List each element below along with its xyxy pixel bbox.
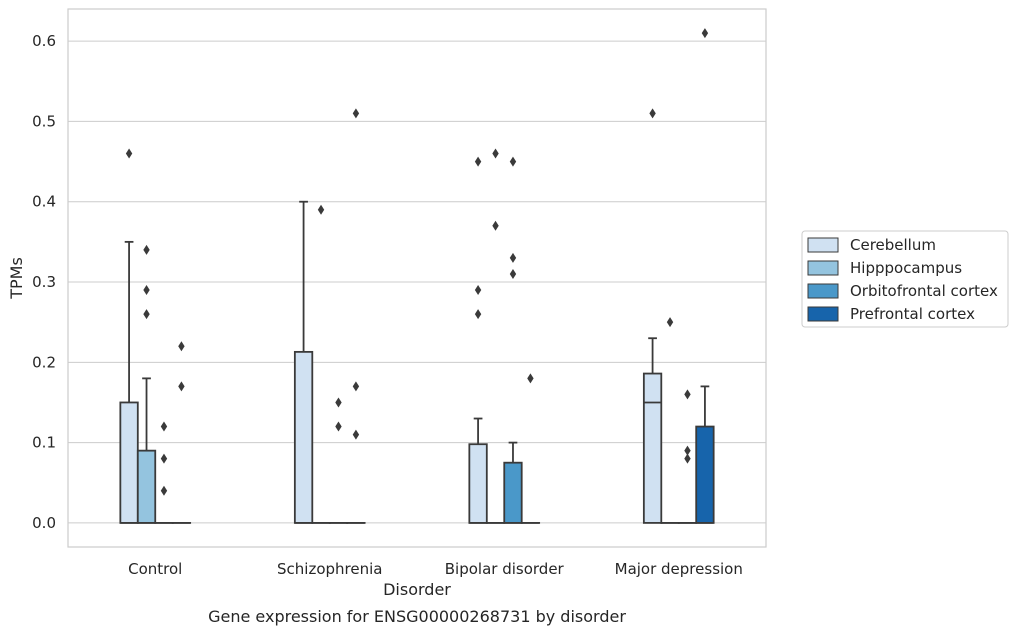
outlier-point [352, 429, 360, 440]
grid-lines [68, 40, 766, 524]
outlier-point [352, 108, 360, 119]
box [468, 443, 488, 524]
legend-swatch [807, 237, 839, 253]
plot-area [119, 28, 715, 524]
box-hipppocampus [660, 317, 680, 524]
x-axis-ticks: Control Schizophrenia Bipolar disorder Majo… [128, 560, 743, 578]
y-axis-ticks: 0.0 0.1 0.2 0.3 0.4 0.5 0.6 [32, 32, 56, 532]
box [293, 350, 314, 524]
legend-frame [801, 230, 1009, 328]
y-axis-label: TPMs [7, 257, 26, 300]
box [642, 372, 663, 524]
outlier-point [178, 381, 185, 392]
legend-label: Hipppocampus [850, 259, 962, 277]
box-prefrontal-cortex [171, 341, 192, 524]
box-orbitofrontal-cortex [677, 389, 698, 524]
box-cerebellum [119, 148, 139, 524]
outlier-point [474, 309, 482, 320]
box-hipppocampus [485, 148, 506, 524]
outlier-point [143, 285, 150, 296]
legend-swatch [807, 283, 839, 299]
x-tick-label: Control [128, 560, 182, 578]
outlier-point [684, 453, 691, 464]
outlier-point [143, 309, 150, 320]
box-prefrontal-cortex [346, 108, 366, 524]
outlier-point [317, 204, 325, 215]
outlier-point [527, 373, 534, 384]
x-tick-label: Bipolar disorder [445, 560, 565, 578]
outlier-point [143, 244, 150, 255]
legend-swatch [807, 306, 839, 322]
outlier-point [160, 421, 168, 432]
outlier-point [684, 445, 691, 456]
outlier-point [701, 28, 709, 39]
outlier-point [509, 268, 517, 279]
outlier-point [125, 148, 133, 159]
outlier-point [352, 381, 360, 392]
outlier-point [649, 108, 656, 119]
outlier-point [335, 397, 342, 408]
box [503, 461, 523, 524]
outlier-point [509, 156, 517, 167]
box-orbitofrontal-cortex [503, 156, 523, 524]
outlier-point [492, 220, 499, 231]
y-tick-label: 0.0 [32, 514, 56, 532]
outlier-point [492, 148, 499, 159]
y-tick-label: 0.4 [32, 193, 56, 211]
box [136, 449, 157, 524]
box-cerebellum [293, 200, 314, 524]
box-orbitofrontal-cortex [328, 397, 349, 524]
outlier-point [684, 389, 691, 400]
x-tick-label: Major depression [615, 560, 743, 578]
y-tick-label: 0.1 [32, 434, 56, 452]
y-tick-label: 0.5 [32, 112, 56, 130]
legend-label: Orbitofrontal cortex [850, 282, 998, 300]
y-tick-label: 0.3 [32, 273, 56, 291]
outlier-point [666, 317, 674, 328]
box-cerebellum [468, 156, 488, 524]
box-cerebellum [642, 108, 663, 524]
outlier-point [178, 341, 185, 352]
legend-swatch [807, 260, 839, 276]
box-hipppocampus [311, 204, 331, 524]
x-tick-label: Schizophrenia [277, 560, 382, 578]
box [119, 401, 139, 524]
legend-label: Cerebellum [850, 236, 936, 254]
legend: Cerebellum Hipppocampus Orbitofrontal cort… [801, 230, 1009, 328]
box [695, 425, 715, 524]
box-hipppocampus [136, 244, 157, 524]
plot-frame [67, 8, 767, 548]
y-tick-label: 0.6 [32, 32, 56, 50]
box-prefrontal-cortex [520, 373, 541, 524]
legend-label: Prefrontal cortex [850, 305, 975, 323]
outlier-point [335, 421, 342, 432]
outlier-point [509, 252, 517, 263]
outlier-point [474, 285, 482, 296]
outlier-point [160, 485, 168, 496]
box-prefrontal-cortex [695, 28, 715, 524]
chart-caption: Gene expression for ENSG00000268731 by d… [208, 607, 626, 626]
outlier-point [160, 453, 168, 464]
box-orbitofrontal-cortex [154, 421, 174, 524]
outlier-point [474, 156, 482, 167]
x-axis-label: Disorder [383, 580, 451, 599]
y-tick-label: 0.2 [32, 353, 56, 371]
